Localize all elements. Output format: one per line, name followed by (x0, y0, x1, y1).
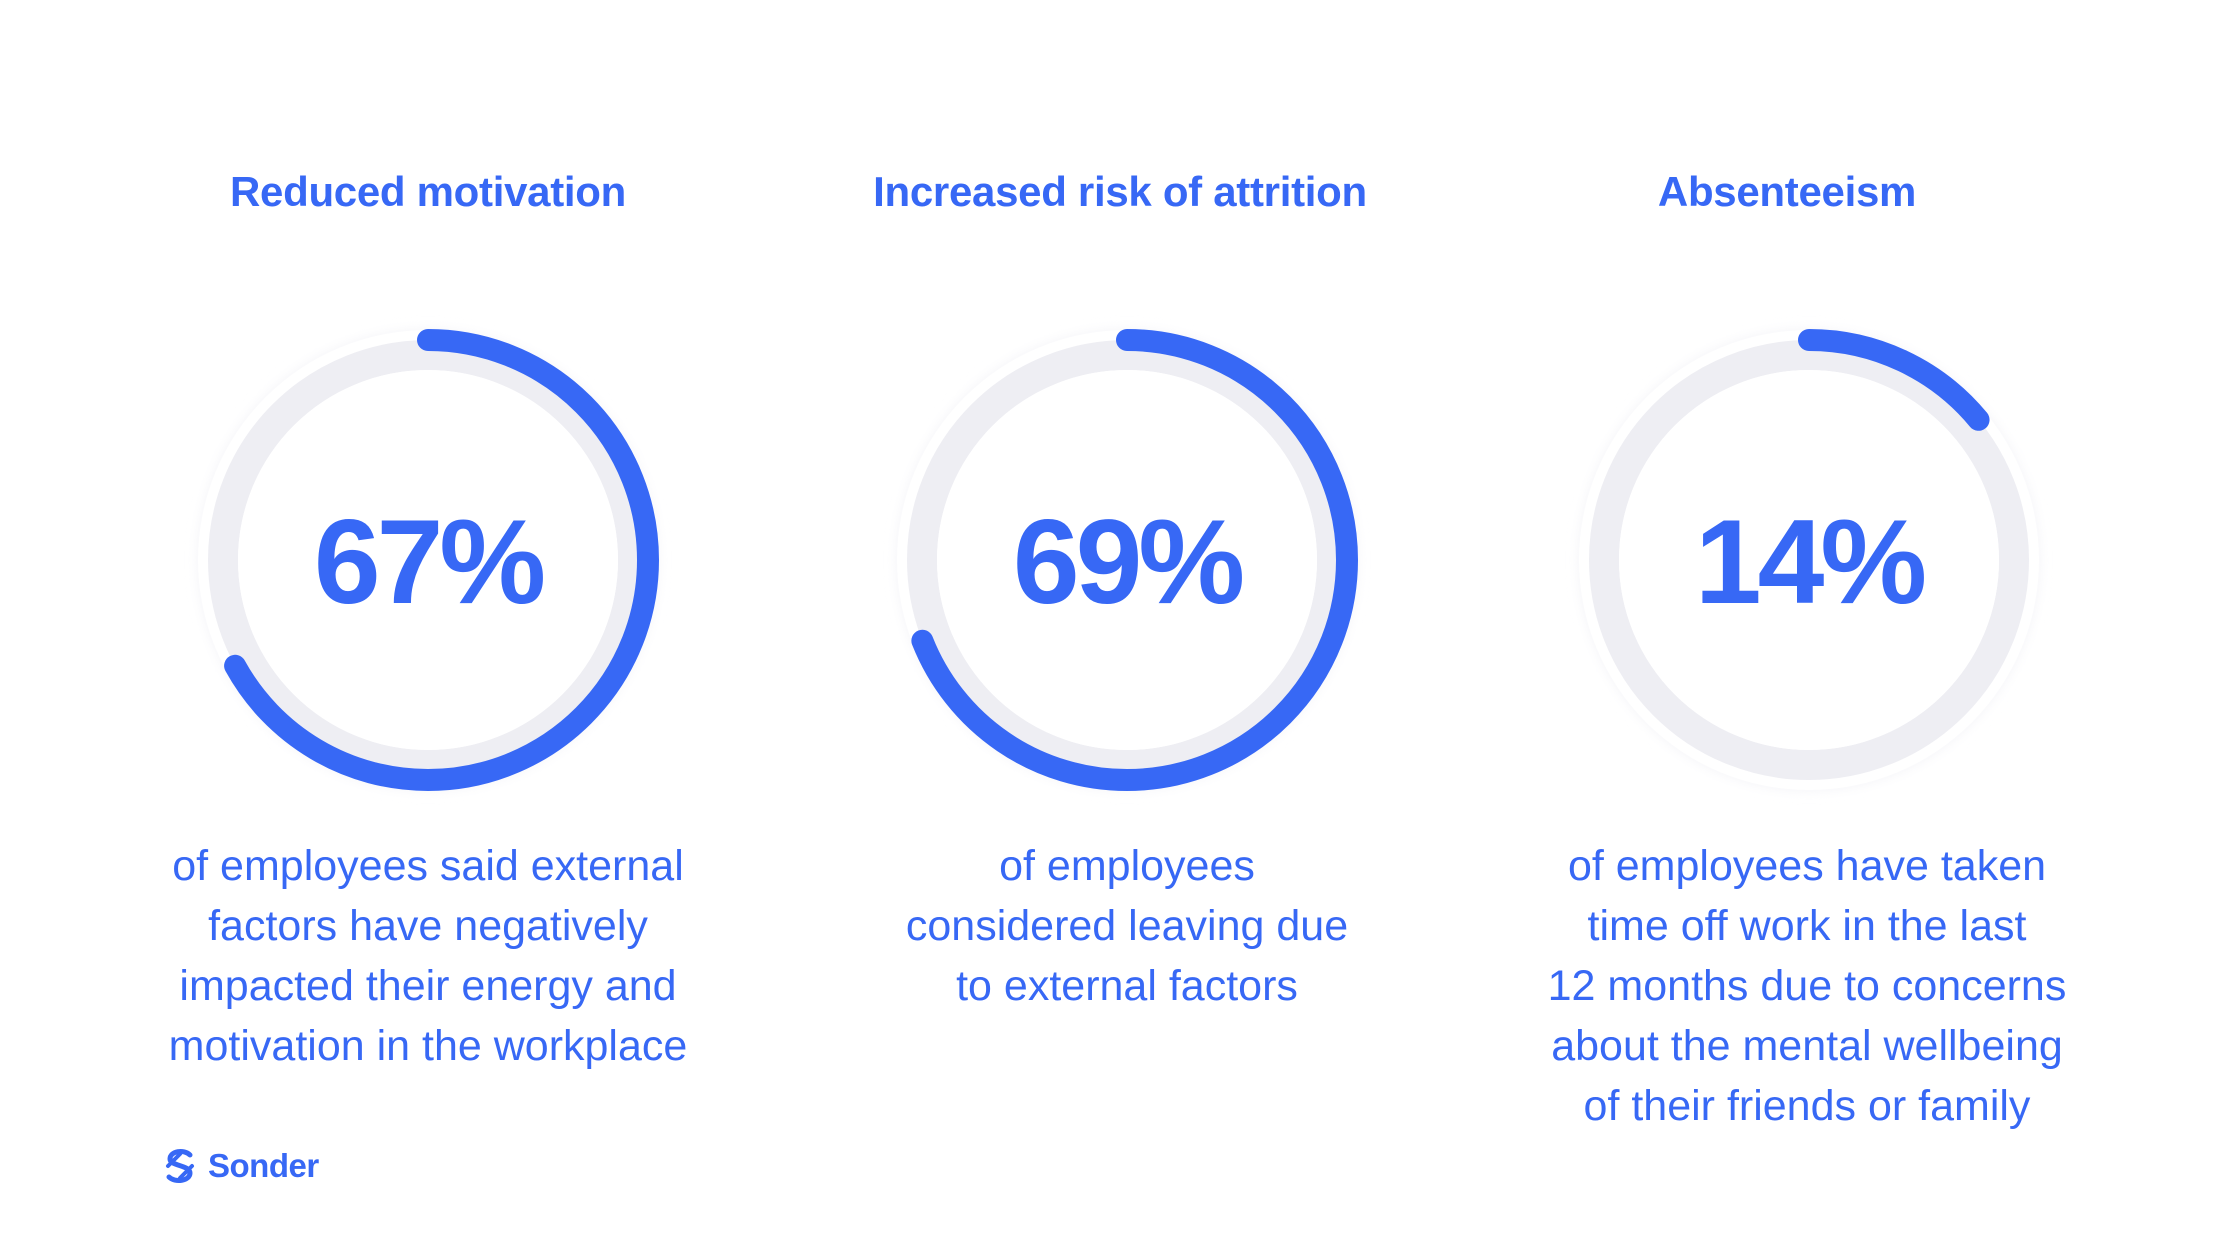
stat-column-motivation: Reduced motivation 67% of employees said… (78, 0, 778, 1260)
donut-chart: 67% (188, 320, 668, 800)
stat-column-absenteeism: Absenteeism 14% of employees have taken … (1437, 0, 2137, 1260)
donut-svg: 14% (1578, 329, 2040, 791)
sonder-s-icon (166, 1149, 194, 1183)
description-line: 12 months due to concerns (1547, 962, 2067, 1010)
stat-title: Increased risk of attrition (873, 168, 1367, 215)
progress-arc (896, 329, 1358, 791)
description-line: of employees (999, 842, 1255, 890)
donut-chart: 69% (887, 320, 1367, 800)
description-line: of their friends or family (1583, 1082, 2031, 1130)
sonder-logo: Sonder (160, 1146, 319, 1186)
stat-column-attrition: Increased risk of attrition 69% of emplo… (770, 0, 1470, 1260)
progress-arc (1578, 329, 2040, 791)
stat-title: Reduced motivation (230, 168, 626, 215)
description-line: impacted their energy and (179, 962, 677, 1010)
ring-inner-face (1619, 370, 1999, 750)
ring-inner-face (238, 370, 618, 750)
description-line: factors have negatively (208, 902, 648, 950)
ring-inner-face (937, 370, 1317, 750)
stat-title: Absenteeism (1657, 168, 1917, 215)
ring-track (907, 340, 1347, 780)
description-line: of employees have taken (1567, 842, 2047, 890)
ring-track (1589, 340, 2029, 780)
stat-value: 67% (314, 495, 543, 629)
stat-description: of employees said external factors have … (78, 836, 778, 1076)
stat-value: 69% (1013, 495, 1242, 629)
description-line: time off work in the last (1587, 902, 2027, 950)
progress-arc (197, 329, 659, 791)
description-line: about the mental wellbeing (1551, 1022, 2063, 1070)
donut-svg: 67% (197, 329, 659, 791)
description-line: of employees said external (172, 842, 684, 890)
donut-svg: 69% (896, 329, 1358, 791)
description-line: motivation in the workplace (168, 1022, 688, 1070)
stat-description: of employees considered leaving due to e… (770, 836, 1484, 1016)
description-line: considered leaving due (905, 902, 1349, 950)
donut-chart: 14% (1569, 320, 2049, 800)
ring-track (208, 340, 648, 780)
stat-description: of employees have taken time off work in… (1507, 836, 2107, 1136)
description-line: to external factors (956, 962, 1298, 1010)
stat-value: 14% (1695, 495, 1924, 629)
brand-name: Sonder (208, 1147, 319, 1184)
